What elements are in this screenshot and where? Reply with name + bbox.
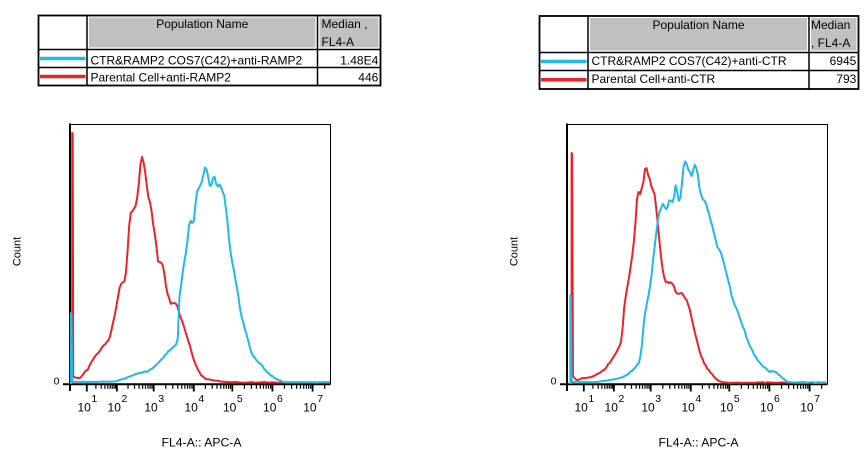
svg-text:446: 446 (358, 70, 378, 84)
svg-text:10: 10 (574, 401, 588, 415)
svg-text:Parental Cell+anti-RAMP2: Parental Cell+anti-RAMP2 (91, 70, 232, 84)
svg-text:2: 2 (619, 393, 625, 405)
svg-text:0: 0 (54, 376, 60, 388)
svg-text:6945: 6945 (830, 54, 857, 68)
svg-text:4: 4 (198, 393, 204, 405)
svg-text:10: 10 (263, 401, 277, 415)
svg-text:10: 10 (303, 401, 317, 415)
svg-text:4: 4 (695, 393, 701, 405)
svg-text:10: 10 (77, 401, 91, 415)
svg-text:10: 10 (720, 401, 734, 415)
svg-text:10: 10 (681, 401, 695, 415)
svg-text:5: 5 (237, 393, 243, 405)
svg-text:10: 10 (605, 401, 619, 415)
svg-text:FL4-A:: APC-A: FL4-A:: APC-A (162, 436, 243, 450)
svg-text:FL4-A: FL4-A (322, 35, 355, 49)
svg-text:Count: Count (12, 237, 24, 266)
svg-text:Median ,: Median , (322, 17, 368, 31)
svg-text:10: 10 (108, 401, 122, 415)
svg-text:793: 793 (836, 72, 856, 86)
svg-text:10: 10 (800, 401, 814, 415)
svg-text:7: 7 (317, 393, 323, 405)
svg-text:6: 6 (277, 393, 283, 405)
svg-text:1.48E4: 1.48E4 (340, 53, 378, 67)
svg-text:10: 10 (641, 401, 655, 415)
svg-text:Population Name: Population Name (652, 18, 744, 32)
svg-text:Median: Median (811, 18, 850, 32)
svg-text:10: 10 (223, 401, 237, 415)
svg-text:2: 2 (122, 393, 128, 405)
svg-text:Count: Count (509, 237, 521, 266)
svg-text:1: 1 (588, 393, 594, 405)
svg-text:6: 6 (774, 393, 780, 405)
svg-text:Parental Cell+anti-CTR: Parental Cell+anti-CTR (592, 72, 716, 86)
svg-text:10: 10 (144, 401, 158, 415)
svg-text:3: 3 (655, 393, 661, 405)
svg-text:10: 10 (760, 401, 774, 415)
svg-text:CTR&RAMP2 COS7(C42)+anti-CTR: CTR&RAMP2 COS7(C42)+anti-CTR (592, 54, 787, 68)
svg-text:1: 1 (91, 393, 97, 405)
svg-text:Population Name: Population Name (156, 17, 248, 31)
svg-text:10: 10 (184, 401, 198, 415)
svg-text:CTR&RAMP2 COS7(C42)+anti-RAMP2: CTR&RAMP2 COS7(C42)+anti-RAMP2 (91, 53, 303, 67)
svg-text:3: 3 (158, 393, 164, 405)
svg-text:7: 7 (814, 393, 820, 405)
svg-text:0: 0 (551, 376, 557, 388)
svg-text:, FL4-A: , FL4-A (811, 36, 850, 50)
svg-text:5: 5 (734, 393, 740, 405)
svg-text:FL4-A:: APC-A: FL4-A:: APC-A (659, 436, 740, 450)
